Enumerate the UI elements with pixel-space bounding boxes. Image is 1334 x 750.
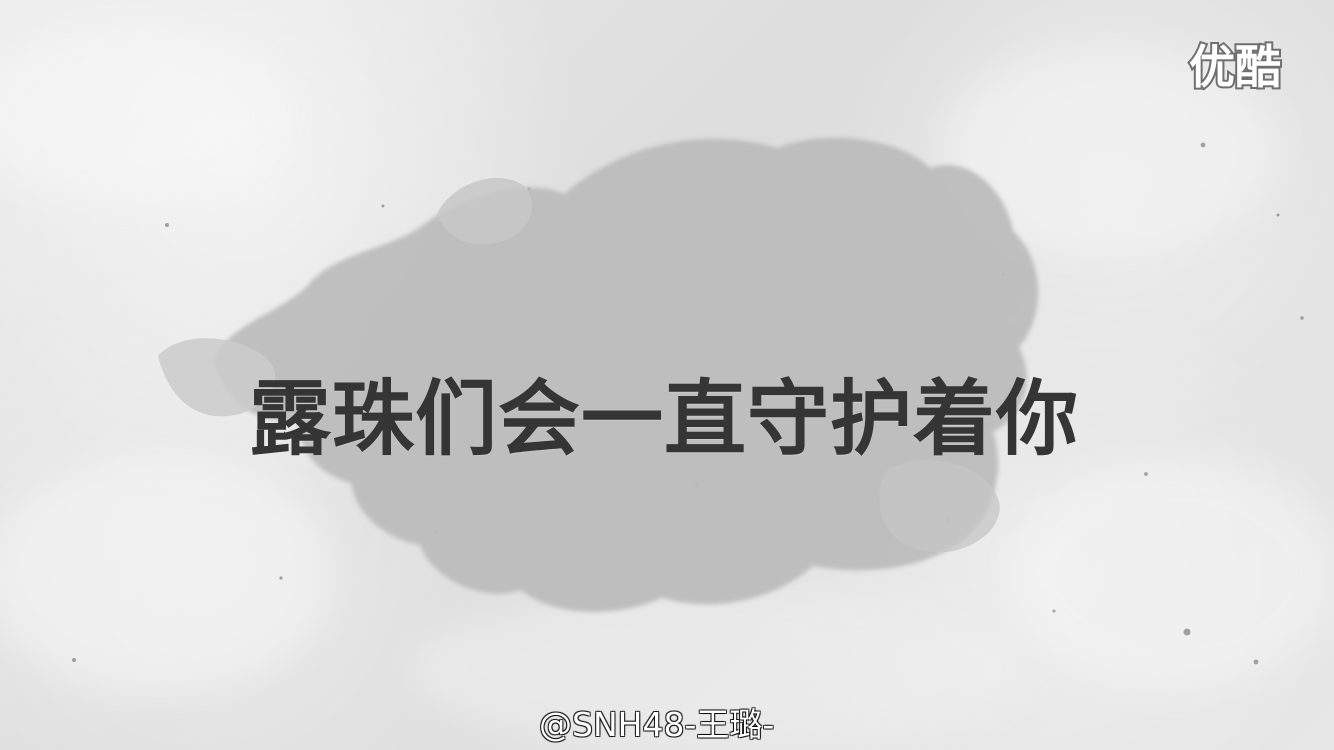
- weibo-watermark: @SNH48-王璐-: [539, 705, 775, 744]
- paper-clouds: [0, 25, 1334, 750]
- youku-logo: 优酷: [1187, 38, 1283, 96]
- main-caption: 露珠们会一直守护着你: [248, 371, 1079, 467]
- youku-logo-text: 优酷: [1189, 40, 1281, 94]
